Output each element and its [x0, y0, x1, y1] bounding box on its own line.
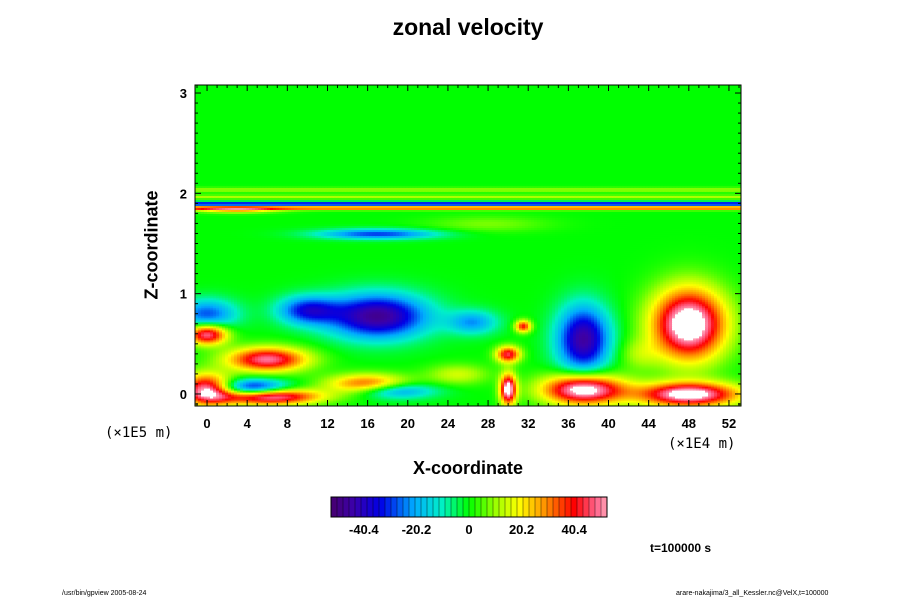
heatmap-field [195, 85, 742, 407]
